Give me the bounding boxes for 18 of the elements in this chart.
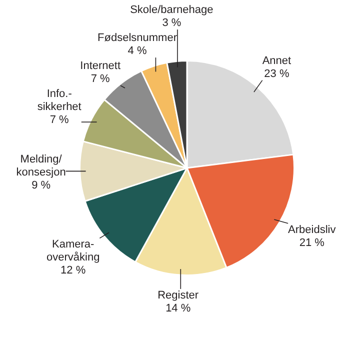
data-label: 7 % — [90, 73, 110, 86]
data-label: 14 % — [166, 302, 191, 315]
data-label: 21 % — [299, 236, 325, 249]
slice-label: Melding/ konsesjon — [16, 153, 66, 178]
data-label: 9 % — [32, 179, 51, 192]
slice-label: Register — [158, 290, 199, 302]
slice-label: Annet — [262, 54, 292, 67]
slice-label: Skole/barnehage — [130, 4, 214, 16]
data-label: 12 % — [60, 264, 86, 277]
slice-label: Info.- sikkerhet — [37, 88, 82, 114]
slice-label: Kamera- overvåking — [46, 238, 100, 264]
data-label: 7 % — [50, 114, 70, 126]
data-label: 3 % — [162, 17, 182, 30]
slice-label: Internett — [80, 60, 120, 72]
data-label: 4 % — [128, 45, 147, 58]
data-label: 23 % — [264, 68, 290, 80]
slice-label: Arbeidsliv — [288, 224, 336, 236]
slice-label: Fødselsnummer — [98, 32, 178, 44]
